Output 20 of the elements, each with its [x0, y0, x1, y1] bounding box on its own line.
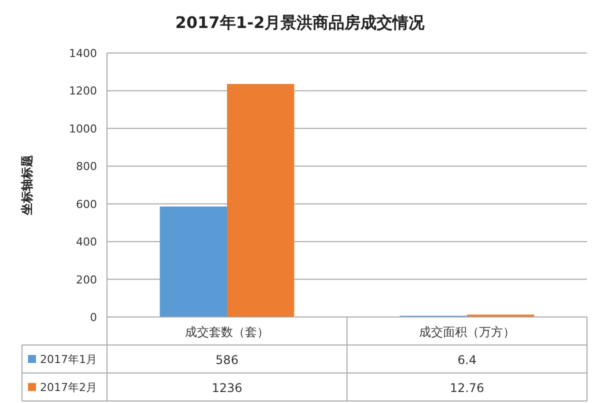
data-label: 6.4	[457, 353, 477, 367]
y-tick-label: 1200	[69, 84, 97, 98]
y-tick-label: 600	[76, 198, 97, 211]
legend-label: 2017年2月	[40, 381, 97, 394]
y-tick-label: 1400	[69, 47, 97, 60]
bar	[160, 206, 227, 317]
y-tick-label: 200	[76, 273, 97, 286]
x-tick-label: 成交面积（万方）	[419, 325, 515, 339]
y-tick-label: 0	[90, 311, 97, 324]
y-tick-label: 800	[76, 160, 97, 174]
data-label: 12.76	[450, 381, 484, 395]
data-label: 586	[216, 353, 238, 367]
bar	[227, 84, 294, 317]
y-tick-label: 400	[76, 236, 97, 249]
legend-label: 2017年1月	[40, 353, 97, 366]
y-tick-label: 1000	[69, 122, 97, 136]
data-label: 1236	[212, 381, 242, 395]
y-axis-title: 坐标轴标题	[20, 155, 34, 216]
chart-title: 2017年1-2月景洪商品房成交情况	[175, 13, 426, 32]
x-tick-label: 成交套数（套）	[185, 325, 269, 339]
